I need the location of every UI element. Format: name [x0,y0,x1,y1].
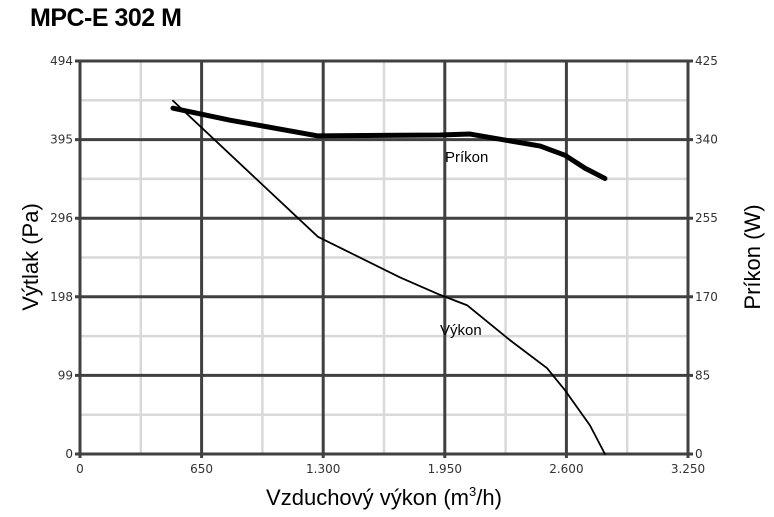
y-tick-label: 494 [50,54,73,68]
y2-tick-label: 85 [695,368,710,382]
y-tick-label: 99 [58,368,73,382]
x-tick-label: 1.950 [428,462,462,476]
x-tick-label: 650 [190,462,213,476]
series-label-prikon: Príkon [445,149,488,166]
y2-axis-label: Príkon (W) [740,204,765,309]
y2-tick-label: 340 [695,133,718,147]
series-line-prikon [170,105,608,181]
y-tick-label: 395 [50,133,73,147]
x-tick-label: 1.300 [306,462,340,476]
x-tick-label: 3.250 [671,462,705,476]
y-tick-label: 0 [65,447,73,461]
x-tick-label: 0 [76,462,84,476]
y2-tick-label: 255 [695,211,718,225]
series-label-vykon: Výkon [440,322,482,339]
y2-tick-label: 170 [695,290,718,304]
y-tick-label: 296 [50,211,73,225]
x-tick-label: 2.600 [549,462,583,476]
y-tick-label: 198 [50,290,73,304]
y-axis-label: Výtlak (Pa) [18,203,43,311]
x-axis-label: Vzduchový výkon (m3/h) [266,484,502,510]
y2-tick-label: 0 [695,447,703,461]
chart-title: MPC-E 302 M [30,4,182,32]
series-lines [170,99,608,455]
x-axis-label-sup: 3 [469,484,476,499]
y2-tick-label: 425 [695,54,718,68]
x-axis-label-tail: /h) [476,485,502,510]
grid [75,59,693,458]
x-axis-label-main: Vzduchový výkon (m [266,485,469,510]
series-line-vykon [172,99,606,455]
